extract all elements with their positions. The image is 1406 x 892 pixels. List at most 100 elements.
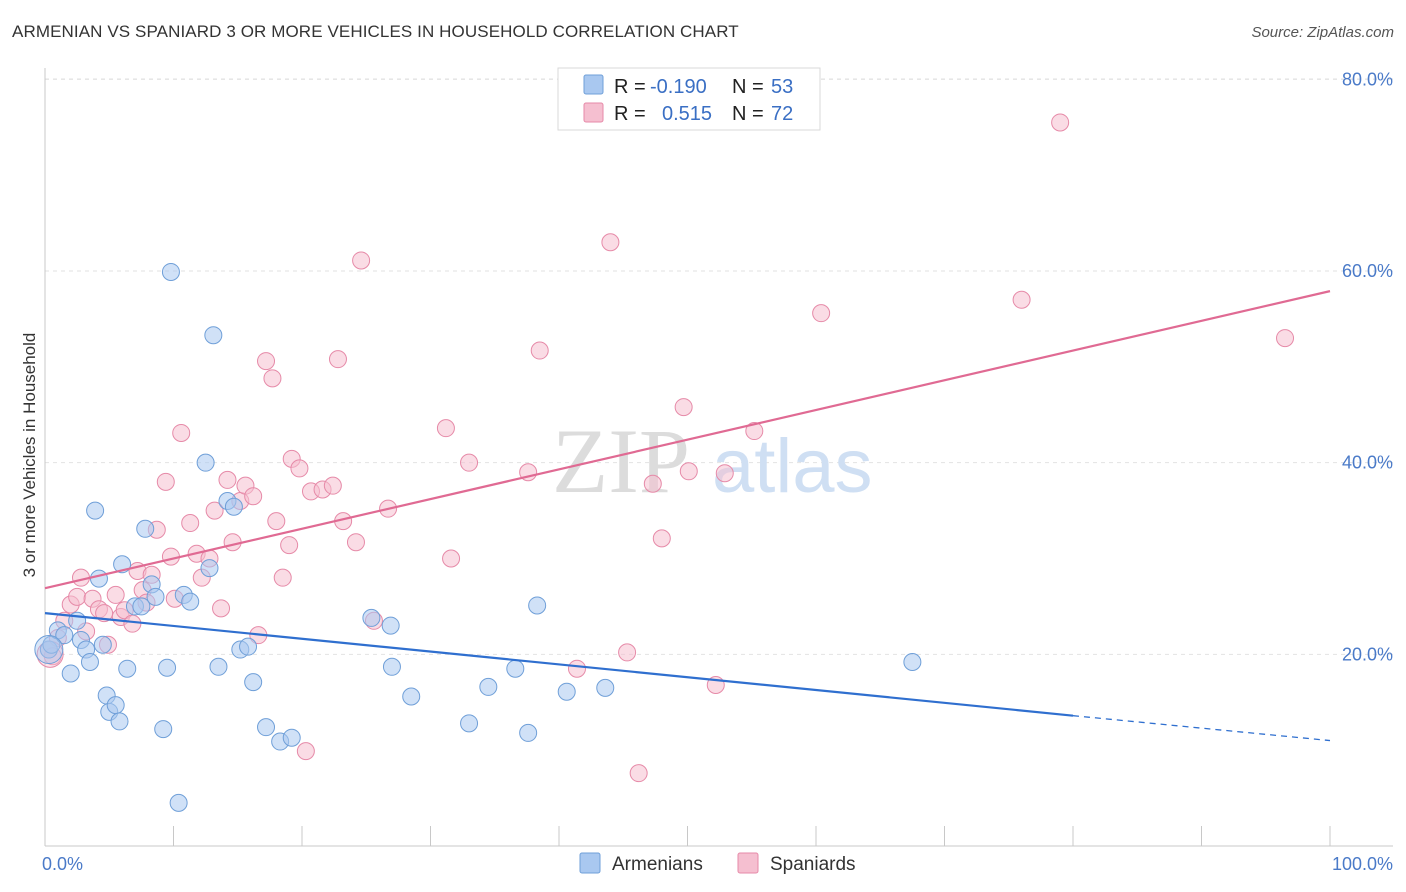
spaniard-point [296,742,315,761]
armenian-point [209,657,228,676]
armenian-point [519,723,538,742]
spaniard-point [161,547,180,566]
y-axis-title: 3 or more Vehicles in Household [20,333,39,578]
spaniard-point [629,764,648,783]
armenian-point [362,608,381,627]
correlation-legend: R = -0.190 N = 53 R = 0.515 N = 72 [557,67,821,131]
spaniard-point [263,369,282,388]
spaniard-point [273,568,292,587]
spaniard-point [267,512,286,531]
legend-r-label-spaniard: R = [614,103,646,125]
armenian-point [402,687,421,706]
armenian-point [89,569,108,588]
legend-r-label-armenian: R = [614,76,646,98]
armenian-point [169,793,188,812]
watermark-atlas: atlas [712,424,873,509]
armenian-point [93,635,112,654]
series-legend: Armenians Spaniards [579,852,856,875]
spaniard-point [257,352,276,371]
legend-n-spaniard: 72 [771,103,793,125]
spaniard-point [679,462,698,481]
spaniard-point [106,585,125,604]
armenian-point [86,501,105,520]
armenian-point [381,616,400,635]
spaniard-point [123,614,142,633]
y-tick-label: 60.0% [1342,261,1393,281]
armenian-trend-extension [1072,715,1331,742]
armenian-point [244,673,263,692]
spaniard-point [328,350,347,369]
armenian-point [136,519,155,538]
spaniard-point [530,341,549,360]
spaniard-point [652,529,671,548]
armenian-point [506,659,525,678]
spaniard-point [95,604,114,623]
spaniard-trend-line [44,290,1331,590]
spaniard-point [218,470,237,489]
y-tick-label: 40.0% [1342,453,1393,473]
armenian-point [479,677,498,696]
y-tick-labels: 20.0% 40.0% 60.0% 80.0% [1342,69,1393,664]
spaniard-point [436,419,455,438]
spaniard-point [601,233,620,252]
spaniard-point [68,587,87,606]
armenian-point [132,597,151,616]
y-tick-label: 20.0% [1342,644,1393,664]
armenian-point [596,678,615,697]
spaniard-point [1012,290,1031,309]
armenian-points [34,262,922,812]
spaniard-point [460,453,479,472]
armenian-point [106,696,125,715]
legend-r-spaniard: 0.515 [662,103,712,125]
armenian-trend-line [44,612,1074,717]
spaniard-point [346,533,365,552]
legend-n-label-armenian: N = [732,76,764,98]
armenian-point [224,497,243,516]
spaniard-point [352,251,371,270]
y-tick-label: 80.0% [1342,69,1393,89]
armenian-point [204,326,223,345]
bottom-legend-armenians: Armenians [612,854,703,875]
spaniard-points [36,113,1295,783]
bottom-swatch-armenians [579,852,601,874]
spaniard-point [674,398,693,417]
x-tick-label-max: 100.0% [1332,854,1393,874]
gridlines [45,78,1393,655]
armenian-point [200,559,219,578]
chart-title: ARMENIAN VS SPANIARD 3 OR MORE VEHICLES … [12,22,739,41]
armenian-point [181,592,200,611]
armenian-point [257,718,276,737]
legend-swatch-spaniard [583,102,604,123]
armenian-point [903,653,922,671]
spaniard-point [323,476,342,495]
armenian-point [61,664,80,683]
spaniard-point [618,643,637,662]
spaniard-point [290,459,309,478]
trend-lines [44,290,1331,742]
x-tick-labels: 0.0% 100.0% [42,854,1393,874]
legend-n-label-spaniard: N = [732,103,764,125]
spaniard-point [1051,113,1070,132]
legend-n-armenian: 53 [771,76,793,98]
armenian-point [161,262,180,281]
spaniard-point [244,487,263,506]
spaniard-point [205,501,224,520]
armenian-point [80,653,99,671]
armenian-point [110,712,129,731]
spaniard-point [156,472,175,491]
bottom-swatch-spaniards [737,852,759,874]
armenian-point [528,596,547,615]
armenian-point [282,728,301,747]
armenian-point [146,587,165,606]
armenian-point-large [34,635,64,665]
armenian-point [239,637,258,656]
spaniard-point [181,514,200,533]
legend-r-armenian: -0.190 [650,76,707,98]
spaniard-point [812,304,831,323]
bottom-legend-spaniards: Spaniards [770,854,856,875]
spaniard-point [745,422,764,441]
armenian-point [55,626,74,645]
armenian-point [382,657,401,676]
spaniard-point [567,659,586,678]
